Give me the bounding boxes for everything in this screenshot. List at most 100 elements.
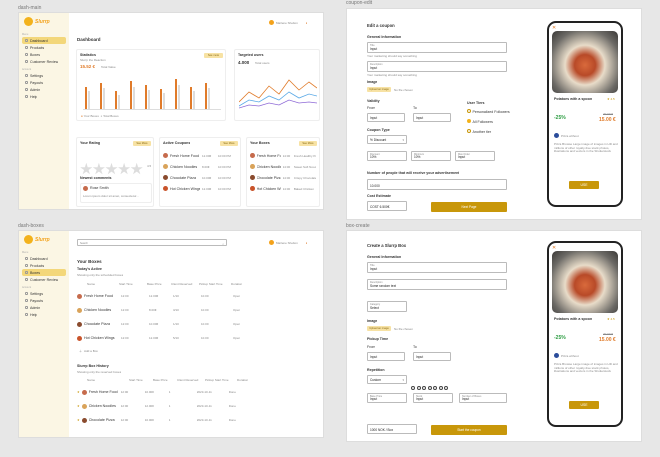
max-order-input[interactable]: Max Order Input	[455, 151, 495, 161]
brand-logo[interactable]: Slurrp	[19, 13, 69, 30]
cost-field: COST 6.500€	[367, 201, 407, 211]
base-price-input[interactable]: Base Price Input	[367, 393, 407, 403]
title-input[interactable]: Title Input	[367, 42, 507, 53]
table-header: Name Start Time Base Price Client Reserved P…	[87, 378, 249, 382]
line-chart	[239, 79, 317, 109]
bar	[190, 87, 192, 109]
nav-admin[interactable]: Admin	[22, 86, 66, 93]
nav-settings[interactable]: Settings	[22, 72, 66, 79]
tier-option[interactable]: Another tier	[467, 129, 510, 139]
bell-icon[interactable]: ♦	[305, 20, 308, 25]
nav-reviews[interactable]: Customer Review	[22, 58, 66, 65]
brand-logo[interactable]: Slurrp	[19, 231, 69, 248]
user-menu[interactable]: Marlene Shelton ♦	[269, 20, 307, 25]
nav-help[interactable]: Help	[22, 93, 66, 100]
bar-chart	[83, 78, 221, 110]
box-title-input[interactable]: Title Input	[367, 262, 507, 273]
from-input[interactable]: Input	[367, 113, 405, 122]
search-input[interactable]: Search ⌕	[77, 239, 227, 246]
nav-dashboard[interactable]: Dashboard	[22, 255, 66, 262]
box-count-input[interactable]: Number of Boxes Input	[459, 393, 507, 403]
bar	[103, 88, 105, 109]
nav-boxes[interactable]: Boxes	[22, 269, 66, 276]
nav-dashboard[interactable]: Dashboard	[22, 37, 66, 44]
table-row[interactable]: ★ Chicken Noodles 12:00 12.00€ 1 2023-10-11 Do…	[77, 403, 236, 409]
package-icon	[25, 271, 28, 274]
nav-products[interactable]: Products	[22, 44, 66, 51]
upload-button[interactable]: Upload an image	[367, 326, 391, 331]
avatar	[269, 240, 274, 245]
shop-logo	[554, 133, 559, 138]
table-row[interactable]: Hot Chicken Wings 12:00 12.00€ 5/10 10.00 Ope…	[77, 333, 317, 343]
label-dash-main: dash-main	[18, 5, 42, 11]
nav-payouts[interactable]: Payouts	[22, 297, 66, 304]
dash-boxes-frame: Slurrp Menu Dashboard Products Boxes Cus…	[18, 230, 324, 438]
pickup-from-input[interactable]: Input	[367, 352, 405, 361]
pickup-to-input[interactable]: Input	[413, 352, 451, 361]
coupons-card: Active Coupons See More Fresh Home Food 1…	[159, 137, 241, 207]
shop-logo	[554, 353, 559, 358]
user-menu[interactable]: Marlene Shelton ♦	[269, 240, 307, 245]
close-icon[interactable]: ✕	[552, 25, 557, 31]
dash-main-frame: Slurrp Menu Dashboard Products Boxes Cus…	[18, 12, 324, 210]
tier-option[interactable]: Personalized Followers	[467, 109, 510, 119]
bar	[145, 85, 147, 109]
rating-card: Your Rating See More 4.5 Newest comments…	[76, 137, 154, 207]
help-icon	[25, 95, 28, 98]
nav-payouts[interactable]: Payouts	[22, 79, 66, 86]
bar	[130, 81, 132, 109]
nav-settings[interactable]: Settings	[22, 290, 66, 297]
box-description-input[interactable]: Description Some random text	[367, 279, 507, 290]
bar	[148, 89, 150, 109]
wallet-icon	[25, 299, 28, 302]
start-coupon-button[interactable]: Start the coupon	[431, 425, 507, 435]
description-input[interactable]: Description Input	[367, 61, 507, 72]
category-select[interactable]: Category Select	[367, 301, 407, 312]
discount-input[interactable]: Discount 10%	[367, 151, 407, 161]
list-item[interactable]: Chicken Noodles 8.00€ 10:00 PM	[163, 163, 237, 170]
nav-admin[interactable]: Admin	[22, 304, 66, 311]
people-count-input[interactable]: 10.000	[367, 179, 507, 190]
to-input[interactable]: Input	[413, 113, 451, 122]
next-page-button[interactable]: Next Page	[431, 202, 507, 212]
repetition-select[interactable]: Custom ▾	[367, 375, 407, 384]
list-item[interactable]: Hot Chicken Wings 12.00€ 10:00 PM	[163, 185, 237, 192]
table-row[interactable]: Chicken Noodles 12:00 8.00€ 3/10 10.00 Open	[77, 305, 317, 315]
avatar	[83, 186, 88, 191]
add-box-button[interactable]: ＋ Add a Box	[79, 349, 98, 353]
bar	[118, 94, 120, 109]
table-row[interactable]: Chocolate Pizza 12:00 10.00€ 1/10 10.00 Open	[77, 319, 317, 329]
user-icon	[25, 88, 28, 91]
bar	[193, 91, 195, 109]
rating-see-more[interactable]: See More	[133, 141, 151, 146]
nav-products[interactable]: Products	[22, 262, 66, 269]
table-row[interactable]: ★ Fresh Home Food 12:00 10.00€ 1 2023-10-11 Do…	[77, 389, 236, 395]
table-row[interactable]: Fresh Home Food 12:00 12.00€ 1/10 10.00 Open	[77, 291, 317, 301]
tier-option[interactable]: All Followers	[467, 119, 510, 129]
boxes-see-more[interactable]: See More	[299, 141, 317, 146]
list-item[interactable]: Chocolate Pizza 10.00€ 10:00 PM	[163, 174, 237, 181]
see-more-button[interactable]: See more	[204, 53, 223, 58]
nav-help[interactable]: Help	[22, 311, 66, 318]
nav-boxes[interactable]: Boxes	[22, 51, 66, 58]
coupons-see-more[interactable]: See More	[220, 141, 238, 146]
close-icon[interactable]: ✕	[552, 245, 557, 251]
list-item[interactable]: Fresh Home Food 12.00€ 10:00 PM	[163, 152, 237, 159]
minimum-input[interactable]: Minimum 10%	[411, 151, 451, 161]
stock-input[interactable]: Stock Input	[413, 393, 453, 403]
table-row[interactable]: ★ Chocolate Pizza 12:00 10.00€ 1 2023-10-11 Do…	[77, 417, 236, 423]
bell-icon[interactable]: ♦	[305, 240, 308, 245]
coupon-type-select[interactable]: % Discount ▾	[367, 135, 407, 144]
weekday-radios[interactable]	[411, 377, 450, 395]
package-icon	[25, 53, 28, 56]
use-button[interactable]: USE	[569, 181, 599, 189]
grid-icon	[25, 257, 28, 260]
use-button[interactable]: USE	[569, 401, 599, 409]
box-icon	[25, 264, 28, 267]
upload-button[interactable]: Upload an image	[367, 87, 391, 92]
nav-reviews[interactable]: Customer Review	[22, 276, 66, 283]
